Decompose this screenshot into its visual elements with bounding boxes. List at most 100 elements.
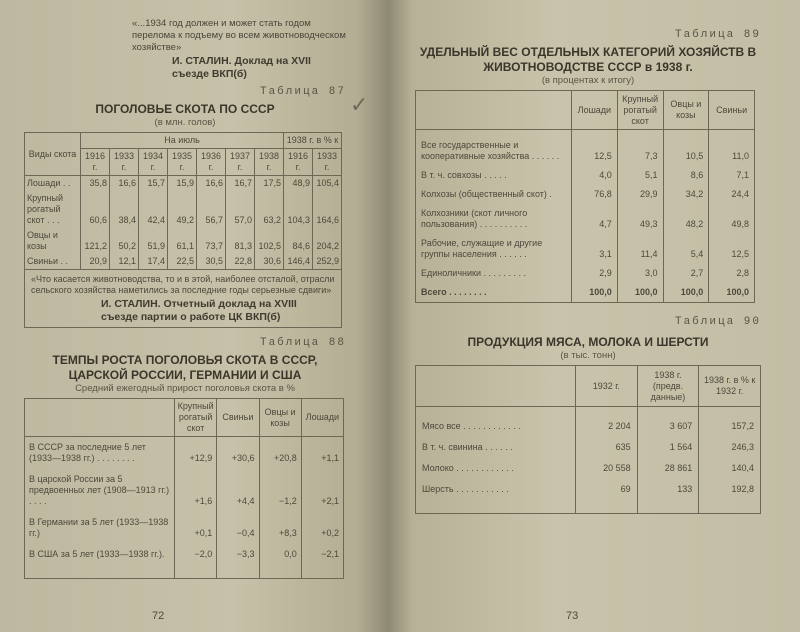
cell-value: 42,4 [138, 191, 168, 228]
cell-value: 252,9 [312, 254, 342, 270]
table-row: Рабочие, служащие и другие группы населе… [415, 234, 755, 264]
row-label: В Германии за 5 лет (1933—1938 гг.) [24, 512, 175, 544]
cell-value: 49,2 [167, 191, 197, 228]
year-header: 1935 г. [167, 148, 197, 176]
row-label: Колхозы (общественный скот) . [415, 185, 572, 204]
table-90-subtitle: (в тыс. тонн) [560, 350, 616, 361]
year-header: 1936 г. [196, 148, 226, 176]
row-label: Овцы и козы [24, 228, 81, 254]
cell-value: 104,3 [283, 191, 313, 228]
cell-value: 204,2 [312, 228, 342, 254]
cell-value: 7,1 [708, 166, 755, 185]
row-label: Мясо все . . . . . . . . . . . . [415, 406, 576, 437]
cell-value: 17,4 [138, 254, 168, 270]
cell-value: 0,0 [258, 544, 302, 579]
right-page-content: Таблица 89 УДЕЛЬНЫЙ ВЕС ОТДЕЛЬНЫХ КАТЕГО… [415, 28, 761, 514]
cell-value: −2,1 [300, 544, 345, 579]
column-header: Свиньи [216, 398, 260, 437]
row-label: Шерсть . . . . . . . . . . . [415, 479, 576, 514]
row-label: Свиньи . . [24, 254, 81, 270]
cell-value: 140,4 [698, 458, 761, 479]
table-90-label: Таблица 90 [674, 316, 761, 328]
cell-value: +0,1 [173, 512, 218, 544]
cell-value: −2,0 [173, 544, 218, 579]
cell-value: 51,9 [138, 228, 168, 254]
column-header: Крупный рогатый скот [173, 398, 218, 437]
column-header: Овцы и козы [258, 398, 302, 437]
cell-value: 63,2 [254, 191, 284, 228]
cell-value: +8,3 [258, 512, 302, 544]
row-label: В т. ч. свинина . . . . . . [415, 437, 576, 458]
cell-value: 22,5 [167, 254, 197, 270]
table-row: В т. ч. совхозы . . . . . 4,0 5,1 8,6 7,1 [415, 166, 755, 185]
epigraph-top: «...1934 год должен и может стать годом … [132, 18, 346, 81]
cell-value: 157,2 [698, 406, 761, 437]
cell-value: 84,6 [283, 228, 313, 254]
row-label: Молоко . . . . . . . . . . . . [415, 458, 576, 479]
cell-value: +0,2 [300, 512, 345, 544]
table-row: В СССР за последние 5 лет (1933—1938 гг.… [24, 436, 345, 469]
cell-value: 164,6 [312, 191, 342, 228]
quote-text: «Что касается животноводства, то и в это… [31, 274, 335, 295]
cell-value: 100,0 [616, 283, 664, 303]
table-89: Лошади Крупный рогатый скот Овцы и козы Сви… [415, 90, 755, 303]
table-88-title: ТЕМПЫ РОСТА ПОГОЛОВЬЯ СКОТА В СССР, ЦАРС… [52, 353, 318, 382]
column-header: Свиньи [708, 90, 755, 130]
column-header: Лошади [300, 398, 345, 437]
cell-value: +1,6 [173, 469, 218, 512]
cell-value: 5,1 [616, 166, 664, 185]
cell-value: 10,5 [662, 129, 710, 166]
row-label: В США за 5 лет (1933—1938 гг.). [24, 544, 175, 579]
table-row: В Германии за 5 лет (1933—1938 гг.) +0,1−… [24, 512, 345, 544]
cell-value: 5,4 [662, 234, 710, 264]
cell-value: 7,3 [616, 129, 664, 166]
cell-value: 16,6 [109, 175, 139, 191]
table-87: Виды скота На июль 1938 г. в % к 1916 г.… [24, 132, 342, 328]
row-label: Рабочие, служащие и другие группы населе… [415, 234, 572, 264]
cell-value: 102,5 [254, 228, 284, 254]
row-label: В т. ч. совхозы . . . . . [415, 166, 572, 185]
row-label: Колхозники (скот личного пользования) . … [415, 204, 572, 234]
group-header: 1938 г. в % к [283, 132, 342, 149]
table-row: В т. ч. свинина . . . . . . 635 1 564 246,3 [415, 437, 761, 458]
table-87-quote: «Что касается животноводства, то и в это… [24, 269, 342, 328]
cell-value: 48,9 [283, 175, 313, 191]
table-88: Крупный рогатый скот Свиньи Овцы и козы Лош… [24, 398, 345, 579]
table-row: Мясо все . . . . . . . . . . . .2 204 3 6… [415, 406, 761, 437]
table-row: Колхозы (общественный скот) . 76,8 29,9 34,… [415, 185, 755, 204]
cell-value: 49,3 [616, 204, 664, 234]
cell-value: 24,4 [708, 185, 755, 204]
cell-value: 56,7 [196, 191, 226, 228]
checkmark-icon: ✓ [350, 92, 369, 117]
pct-year-header: 1933 г. [312, 148, 342, 176]
cell-value: 30,6 [254, 254, 284, 270]
row-label: Все государственные и кооперативные хозя… [415, 129, 572, 166]
cell-value: 16,7 [225, 175, 255, 191]
table-row: Овцы и козы 121,2 50,2 51,9 61,1 73,7 81,3 102,… [24, 228, 342, 254]
cell-value: 146,4 [283, 254, 313, 270]
table-89-title: УДЕЛЬНЫЙ ВЕС ОТДЕЛЬНЫХ КАТЕГОРИЙ ХОЗЯЙСТ… [419, 45, 757, 74]
cell-value: 28 861 [636, 458, 700, 479]
table-90: 1932 г. 1938 г. (предв. данные) 1938 г. в … [415, 365, 761, 514]
table-row: Колхозники (скот личного пользования) . … [415, 204, 755, 234]
cell-value: +12,9 [173, 436, 218, 469]
cell-value: 2 204 [575, 406, 638, 437]
column-header: 1938 г. в % к 1932 г. [698, 365, 761, 407]
table-row: Лошади . . 35,8 16,6 15,7 15,9 16,6 16,7 17,5 48… [24, 175, 342, 191]
cell-value: 4,7 [571, 204, 618, 234]
cell-value: 20 558 [575, 458, 638, 479]
left-page: «...1934 год должен и может стать годом … [0, 0, 388, 632]
cell-value: 3,1 [571, 234, 618, 264]
cell-value: 60,6 [80, 191, 110, 228]
row-label: Лошади . . [24, 175, 81, 191]
cell-value: +1,1 [300, 436, 345, 469]
cell-value: 73,7 [196, 228, 226, 254]
table-row: В царской России за 5 предвоенных лет (1… [24, 469, 345, 512]
cell-value: 61,1 [167, 228, 197, 254]
epigraph-text: «...1934 год должен и может стать годом … [132, 18, 346, 53]
cell-value: 3 607 [636, 406, 700, 437]
page-number: 73 [566, 610, 579, 622]
cell-value: 17,5 [254, 175, 284, 191]
cell-value: 12,1 [109, 254, 139, 270]
cell-value: +30,6 [216, 436, 260, 469]
